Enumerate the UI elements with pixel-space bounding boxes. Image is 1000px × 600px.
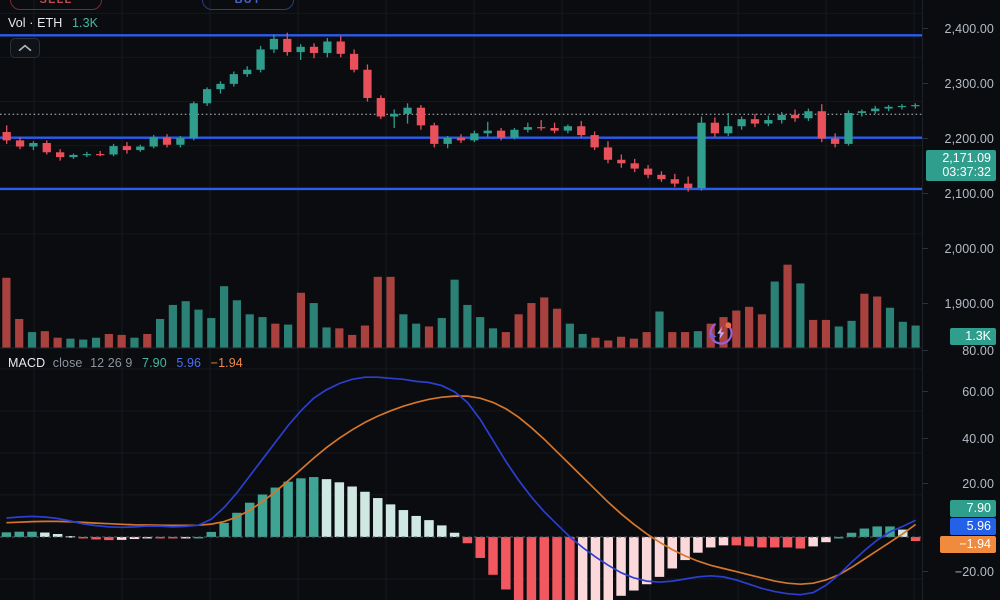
volume-badge[interactable]: 1.3K [950, 328, 996, 345]
sell-button[interactable]: SELL [10, 0, 102, 10]
price-tick-5: 1,900.00 [944, 297, 994, 311]
macd-tick-4: −20.00 [954, 565, 994, 579]
macd-tick-1: 60.00 [962, 385, 994, 399]
order-buttons: SELL BUY [0, 0, 294, 10]
price-tick-3: 2,100.00 [944, 187, 994, 201]
price-tick-4: 2,000.00 [944, 242, 994, 256]
macd-pane[interactable] [0, 352, 922, 600]
price-tick-0: 2,400.00 [944, 22, 994, 36]
histogram-value-badge[interactable]: −1.94 [940, 536, 996, 553]
macd-tick-0: 80.00 [962, 344, 994, 358]
buy-button[interactable]: BUY [202, 0, 294, 10]
price-tick-2: 2,200.00 [944, 132, 994, 146]
chevron-up-icon [18, 44, 32, 51]
macd-value-badge[interactable]: 7.90 [950, 500, 996, 517]
collapse-pane-button[interactable] [10, 38, 40, 58]
ai-lightning-icon[interactable] [704, 316, 736, 348]
macd-tick-2: 40.00 [962, 432, 994, 446]
volume-pane[interactable] [0, 256, 922, 352]
right-axis[interactable]: 2,400.00 2,300.00 2,200.00 2,100.00 2,00… [922, 0, 1000, 600]
price-pane[interactable] [0, 0, 922, 256]
macd-tick-3: 20.00 [962, 477, 994, 491]
current-price-value: 2,171.09 [942, 151, 991, 165]
current-price-badge[interactable]: 2,171.09 03:37:32 [926, 150, 996, 181]
price-tick-1: 2,300.00 [944, 77, 994, 91]
signal-value-badge[interactable]: 5.96 [950, 518, 996, 535]
current-price-countdown: 03:37:32 [942, 165, 991, 179]
